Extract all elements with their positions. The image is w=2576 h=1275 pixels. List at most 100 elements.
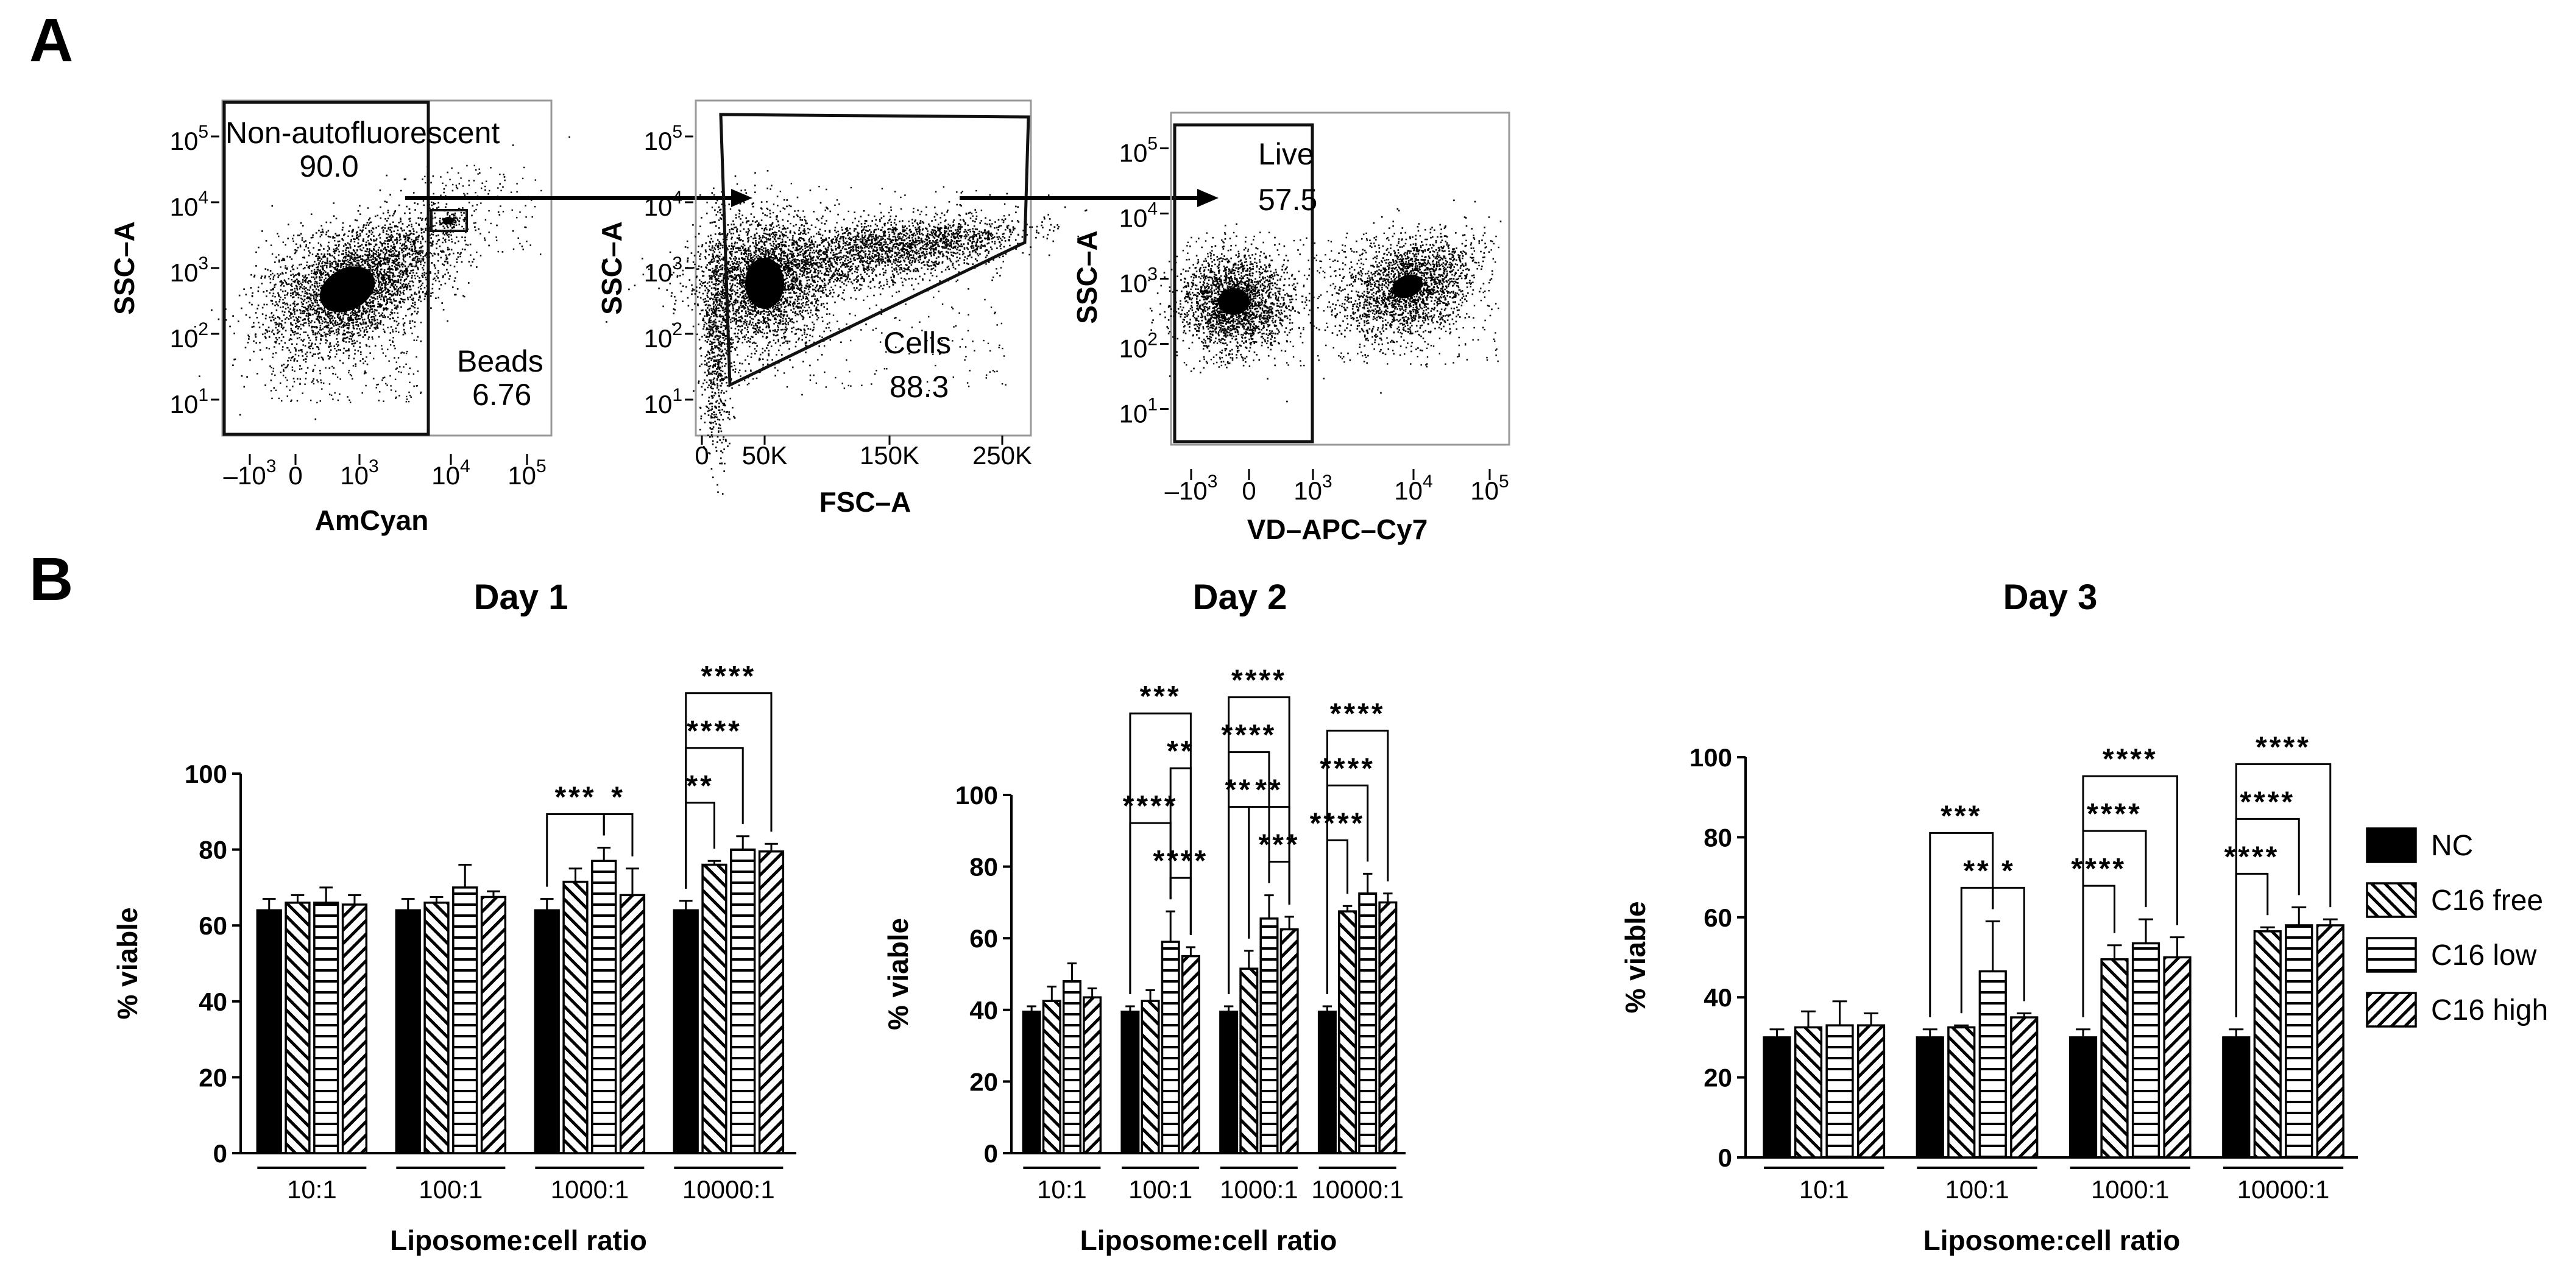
flow-plot-2-xlabel: FSC–A [819,486,911,518]
flow-xtick-label: 150K [860,441,919,470]
flow-plot-1-dots [194,131,570,420]
gate-nonautofluorescent-name: Non-autofluorescent [225,116,500,150]
legend-label: C16 high [2431,994,2548,1026]
bar-c16-free [562,880,589,1154]
legend-swatch-nc [2366,827,2417,863]
flow-ytick-label: 104 [644,188,682,221]
significance-label: *** [554,781,596,813]
bar-c16-low [591,860,617,1154]
legend: NC C16 free C16 low C16 high [2366,827,2548,1028]
flow-ytick-label: 103 [644,253,682,287]
gate-beads-value: 6.76 [472,378,531,412]
legend-label: C16 free [2431,885,2543,917]
flow-plot-3-xlabel: VD–APC–Cy7 [1247,514,1428,545]
event-core [443,217,454,224]
bar-c16-free [1239,967,1259,1154]
significance-label: **** [2224,841,2280,873]
ytick-label: 0 [213,1139,227,1168]
legend-swatch-c16-low [2366,937,2417,973]
significance-bracket [2235,763,2332,1017]
bar-nc [1120,1010,1140,1154]
flow-plot-1-xlabel: AmCyan [315,504,429,536]
x-axis-title: Liposome:cell ratio [390,1224,647,1256]
significance-bracket [1268,861,1290,905]
bar-c16-low [1825,1024,1854,1159]
category-label: 1000:1 [2091,1175,2169,1204]
y-axis-title: % viable [882,918,914,1030]
chart-title: Day 3 [2003,577,2098,617]
flow-ytick-label: 104 [1119,199,1158,233]
flow-xtick-label: 250K [972,441,1032,470]
bar-c16-free [1141,1000,1160,1154]
bar-c16-low [2285,924,2313,1159]
significance-label: **** [701,660,756,693]
bar-c16-free [285,902,311,1154]
bar-chart-day-2: Day 2 0 20 40 60 80 100 % viable 10:1 100:1 1000:1… [882,577,1406,1256]
legend-swatch-c16-free [2366,882,2417,918]
flow-plot-1-ylabel: SSC–A [108,221,140,314]
ytick-label: 60 [1704,903,1732,932]
flow-xtick-label: 103 [1293,472,1332,505]
ytick-label: 40 [1704,983,1732,1012]
flow-ytick-label: 105 [1119,134,1158,168]
bar-c16-low [1259,917,1279,1154]
ytick-label: 100 [955,781,998,810]
flow-xtick-label: 0 [1242,476,1256,505]
significance-label: **** [2103,743,2158,775]
ytick-label: 60 [969,924,998,953]
bar-c16-high [341,903,368,1154]
y-axis-title: % viable [1619,901,1651,1013]
x-axis-title: Liposome:cell ratio [1080,1224,1337,1256]
bar-c16-low [730,848,756,1154]
bar-nc [2068,1036,2098,1159]
significance-label: ** [1255,774,1283,807]
bar-nc [1916,1036,1944,1159]
flow-plot-1: Non-autofluorescent 90.0 Beads 6.76 SSC–… [108,99,570,536]
legend-label: NC [2431,830,2473,862]
bar-chart-day-1: Day 1 0 20 40 60 80 100 % viable 10:1 100:1 1000:1… [111,577,796,1256]
ytick-label: 80 [969,853,998,881]
ytick-label: 0 [1718,1143,1732,1172]
chart-title: Day 2 [1193,577,1287,617]
bar-chart-day-3: Day 3 0 20 40 60 80 100 % viable 10:1 100:1 1000:1… [1619,577,2358,1256]
flow-plot-1-gate-beads [430,209,468,232]
flow-ytick-label: 102 [1119,330,1158,363]
significance-label: **** [1310,807,1365,839]
bar-nc [1317,1010,1337,1154]
bar-c16-low [1358,892,1378,1154]
bar-c16-high [619,894,646,1154]
flow-ytick-label: 105 [170,122,208,155]
significance-bracket [685,692,773,889]
gating-arrow-2 [960,189,1219,207]
flow-plot-2-ylabel: SSC–A [596,221,628,314]
bar-c16-high [1856,1024,1886,1159]
gate-cells-name: Cells [883,326,951,360]
significance-label: **** [1153,845,1208,877]
bar-nc [534,909,560,1154]
flow-plot-3-gate-live [1173,123,1314,443]
significance-label: **** [2087,798,2142,830]
bar-c16-low [1978,970,2007,1159]
significance-label: **** [2240,786,2295,818]
significance-bracket [1129,712,1192,994]
event-core [745,258,784,309]
significance-label: * [2001,855,2015,887]
bar-nc [256,909,282,1154]
bar-c16-free [1338,910,1357,1154]
significance-label: * [611,781,625,813]
bar-c16-high [1378,901,1398,1154]
flow-plot-3-ylabel: SSC–A [1071,230,1103,323]
gate-nonautofluorescent-value: 90.0 [299,149,358,183]
significance-label: **** [1123,790,1178,822]
event-cloud [790,204,1088,280]
legend-swatch-c16-high [2366,992,2417,1028]
flow-xtick-label: 104 [431,456,470,490]
flow-xtick-label: 105 [1470,472,1509,505]
category-label: 10000:1 [2237,1175,2330,1204]
significance-label: *** [1941,800,1982,832]
category-label: 10:1 [1799,1175,1849,1204]
y-axis-title: % viable [111,907,143,1019]
bar-c16-free [1947,1026,1976,1159]
flow-ytick-label: 101 [1119,395,1158,428]
bar-c16-free [423,902,450,1154]
